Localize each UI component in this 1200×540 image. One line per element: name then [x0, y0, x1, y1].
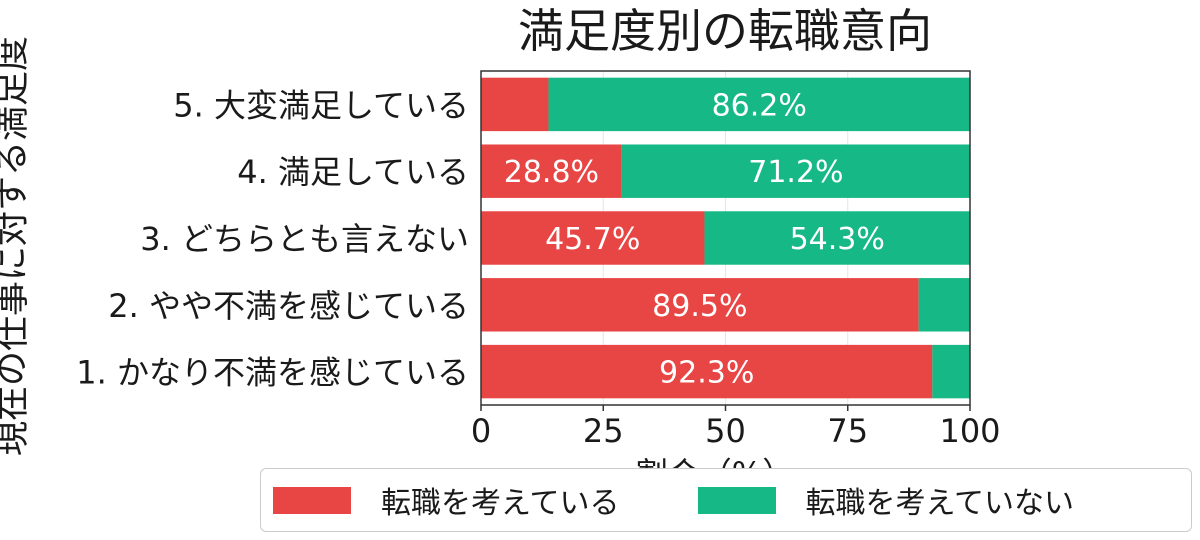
- bar-considering-1: [481, 144, 622, 198]
- category-label-2: 3. どちらとも言えない: [140, 220, 469, 258]
- bar-not-considering-3: [918, 278, 970, 332]
- legend-label-considering: 転職を考えている: [381, 486, 620, 521]
- x-tick-label-1: 25: [583, 412, 624, 450]
- chart-title: 満足度別の転職意向: [518, 4, 932, 58]
- category-label-0: 5. 大変満足している: [173, 86, 469, 124]
- data-label-not-considering-1: 71.2%: [748, 155, 843, 190]
- bar-not-considering-0: [548, 77, 970, 132]
- data-label-considering-4: 92.3%: [659, 356, 754, 391]
- legend-label-not-considering: 転職を考えていない: [805, 486, 1075, 521]
- bar-not-considering-2: [704, 211, 970, 265]
- plot-area: 86.2% 5. 大変満足している 28.8% 71.2% 4. 満足している 45.7%…: [76, 70, 1001, 450]
- data-label-considering-2: 45.7%: [545, 222, 640, 257]
- bar-considering-2: [481, 211, 705, 265]
- chart-legend: 転職を考えている 転職を考えていない: [260, 468, 1192, 532]
- data-label-considering-1: 28.8%: [504, 155, 599, 190]
- bar-not-considering-1: [621, 144, 970, 198]
- x-tick-label-2: 50: [705, 412, 746, 450]
- legend-swatch-considering: [273, 486, 351, 514]
- x-tick-label-4: 100: [939, 412, 1000, 450]
- bar-not-considering-4: [932, 344, 970, 399]
- bar-considering-4: [481, 344, 933, 399]
- data-label-not-considering-0: 86.2%: [712, 88, 807, 123]
- category-label-4: 1. かなり不満を感じている: [76, 354, 469, 392]
- y-axis-label: 現在の仕事に対する満足度: [0, 36, 33, 456]
- legend-item-not-considering: 転職を考えていない: [697, 478, 1075, 522]
- data-label-considering-3: 89.5%: [652, 289, 747, 324]
- category-label-3: 2. やや不満を感じている: [108, 287, 469, 325]
- data-label-not-considering-2: 54.3%: [790, 222, 885, 257]
- x-tick-label-3: 75: [827, 412, 868, 450]
- x-tick-label-0: 0: [471, 412, 491, 450]
- bar-considering-0: [481, 77, 549, 132]
- legend-item-considering: 転職を考えている: [273, 478, 620, 522]
- category-label-1: 4. 満足している: [237, 153, 469, 191]
- bar-considering-3: [481, 278, 919, 332]
- legend-swatch-not-considering: [697, 486, 776, 514]
